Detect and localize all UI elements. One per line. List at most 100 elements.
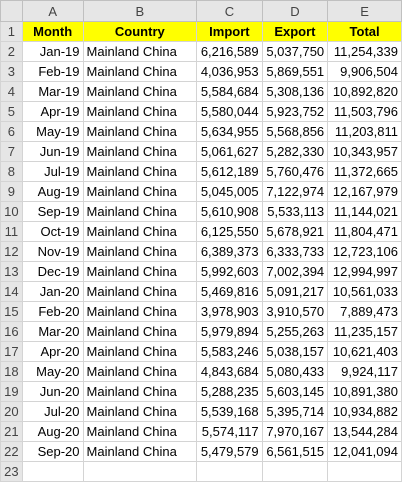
row-header[interactable]: 21 bbox=[0, 421, 23, 442]
cell-month[interactable]: Jul-20 bbox=[21, 401, 84, 422]
cell-import[interactable]: 6,216,589 bbox=[196, 41, 263, 62]
header-cell-month[interactable]: Month bbox=[21, 21, 84, 42]
cell-month[interactable]: Nov-19 bbox=[21, 241, 84, 262]
row-header[interactable]: 13 bbox=[0, 261, 23, 282]
cell-country[interactable]: Mainland China bbox=[82, 261, 198, 282]
cell-export[interactable]: 5,282,330 bbox=[261, 141, 329, 162]
cell-country[interactable]: Mainland China bbox=[82, 161, 198, 182]
cell-country[interactable]: Mainland China bbox=[82, 101, 198, 122]
cell-total[interactable]: 12,723,106 bbox=[327, 241, 402, 262]
cell-country[interactable]: Mainland China bbox=[82, 401, 198, 422]
cell-month[interactable]: Apr-19 bbox=[21, 101, 84, 122]
cell-month[interactable]: Jun-20 bbox=[21, 381, 84, 402]
row-header[interactable]: 8 bbox=[0, 161, 23, 182]
header-cell-country[interactable]: Country bbox=[82, 21, 198, 42]
cell-month[interactable]: Aug-20 bbox=[21, 421, 84, 442]
cell-month[interactable]: Feb-19 bbox=[21, 61, 84, 82]
cell-import[interactable]: 5,612,189 bbox=[196, 161, 263, 182]
row-header[interactable]: 11 bbox=[0, 221, 23, 242]
row-header[interactable]: 7 bbox=[0, 141, 23, 162]
cell-total[interactable]: 12,994,997 bbox=[327, 261, 402, 282]
select-all-corner[interactable] bbox=[0, 0, 23, 22]
cell-export[interactable]: 7,122,974 bbox=[261, 181, 329, 202]
cell-total[interactable]: 13,544,284 bbox=[327, 421, 402, 442]
row-header[interactable]: 3 bbox=[0, 61, 23, 82]
row-header[interactable]: 18 bbox=[0, 361, 23, 382]
cell-import[interactable]: 5,583,246 bbox=[196, 341, 263, 362]
cell-country[interactable]: Mainland China bbox=[82, 341, 198, 362]
cell-total[interactable]: 11,144,021 bbox=[327, 201, 402, 222]
cell-country[interactable]: Mainland China bbox=[82, 221, 198, 242]
row-header[interactable]: 4 bbox=[0, 81, 23, 102]
cell-total[interactable]: 10,934,882 bbox=[327, 401, 402, 422]
row-header[interactable]: 1 bbox=[0, 21, 23, 42]
cell-import[interactable]: 5,288,235 bbox=[196, 381, 263, 402]
cell-total[interactable]: 10,561,033 bbox=[327, 281, 402, 302]
cell-total[interactable] bbox=[327, 461, 402, 482]
cell-import[interactable]: 6,125,550 bbox=[196, 221, 263, 242]
row-header[interactable]: 22 bbox=[0, 441, 23, 462]
cell-month[interactable]: Jul-19 bbox=[21, 161, 84, 182]
cell-month[interactable]: May-20 bbox=[21, 361, 84, 382]
cell-import[interactable]: 5,479,579 bbox=[196, 441, 263, 462]
cell-total[interactable]: 10,891,380 bbox=[327, 381, 402, 402]
cell-month[interactable]: Mar-20 bbox=[21, 321, 84, 342]
cell-total[interactable]: 9,906,504 bbox=[327, 61, 402, 82]
cell-country[interactable]: Mainland China bbox=[82, 421, 198, 442]
cell-total[interactable]: 11,254,339 bbox=[327, 41, 402, 62]
cell-export[interactable]: 6,333,733 bbox=[261, 241, 329, 262]
column-header-a[interactable]: A bbox=[21, 0, 84, 22]
column-header-c[interactable]: C bbox=[196, 0, 263, 22]
cell-import[interactable]: 4,843,684 bbox=[196, 361, 263, 382]
cell-import[interactable] bbox=[196, 461, 263, 482]
row-header[interactable]: 19 bbox=[0, 381, 23, 402]
cell-export[interactable]: 5,923,752 bbox=[261, 101, 329, 122]
column-header-e[interactable]: E bbox=[327, 0, 402, 22]
cell-country[interactable] bbox=[82, 461, 198, 482]
cell-country[interactable]: Mainland China bbox=[82, 381, 198, 402]
row-header[interactable]: 12 bbox=[0, 241, 23, 262]
cell-export[interactable]: 5,533,113 bbox=[261, 201, 329, 222]
cell-export[interactable]: 5,678,921 bbox=[261, 221, 329, 242]
cell-export[interactable]: 5,568,856 bbox=[261, 121, 329, 142]
cell-export[interactable]: 5,037,750 bbox=[261, 41, 329, 62]
cell-import[interactable]: 5,610,908 bbox=[196, 201, 263, 222]
cell-export[interactable]: 5,255,263 bbox=[261, 321, 329, 342]
cell-import[interactable]: 5,584,684 bbox=[196, 81, 263, 102]
cell-export[interactable]: 5,038,157 bbox=[261, 341, 329, 362]
cell-import[interactable]: 5,469,816 bbox=[196, 281, 263, 302]
cell-export[interactable] bbox=[261, 461, 329, 482]
cell-month[interactable]: Dec-19 bbox=[21, 261, 84, 282]
header-cell-import[interactable]: Import bbox=[196, 21, 263, 42]
cell-total[interactable]: 10,621,403 bbox=[327, 341, 402, 362]
row-header[interactable]: 6 bbox=[0, 121, 23, 142]
cell-month[interactable]: Jan-20 bbox=[21, 281, 84, 302]
cell-total[interactable]: 10,892,820 bbox=[327, 81, 402, 102]
cell-month[interactable]: Sep-20 bbox=[21, 441, 84, 462]
cell-month[interactable] bbox=[21, 461, 84, 482]
cell-month[interactable]: Mar-19 bbox=[21, 81, 84, 102]
cell-export[interactable]: 5,091,217 bbox=[261, 281, 329, 302]
cell-import[interactable]: 5,045,005 bbox=[196, 181, 263, 202]
cell-country[interactable]: Mainland China bbox=[82, 181, 198, 202]
cell-month[interactable]: Jun-19 bbox=[21, 141, 84, 162]
cell-import[interactable]: 5,574,117 bbox=[196, 421, 263, 442]
row-header[interactable]: 23 bbox=[0, 461, 23, 482]
cell-country[interactable]: Mainland China bbox=[82, 241, 198, 262]
cell-month[interactable]: May-19 bbox=[21, 121, 84, 142]
cell-country[interactable]: Mainland China bbox=[82, 321, 198, 342]
cell-month[interactable]: Jan-19 bbox=[21, 41, 84, 62]
cell-total[interactable]: 12,167,979 bbox=[327, 181, 402, 202]
row-header[interactable]: 10 bbox=[0, 201, 23, 222]
row-header[interactable]: 17 bbox=[0, 341, 23, 362]
header-cell-export[interactable]: Export bbox=[261, 21, 329, 42]
cell-export[interactable]: 5,760,476 bbox=[261, 161, 329, 182]
cell-country[interactable]: Mainland China bbox=[82, 121, 198, 142]
cell-month[interactable]: Apr-20 bbox=[21, 341, 84, 362]
row-header[interactable]: 20 bbox=[0, 401, 23, 422]
cell-country[interactable]: Mainland China bbox=[82, 441, 198, 462]
cell-export[interactable]: 7,002,394 bbox=[261, 261, 329, 282]
cell-total[interactable]: 9,924,117 bbox=[327, 361, 402, 382]
cell-total[interactable]: 11,235,157 bbox=[327, 321, 402, 342]
cell-import[interactable]: 5,580,044 bbox=[196, 101, 263, 122]
